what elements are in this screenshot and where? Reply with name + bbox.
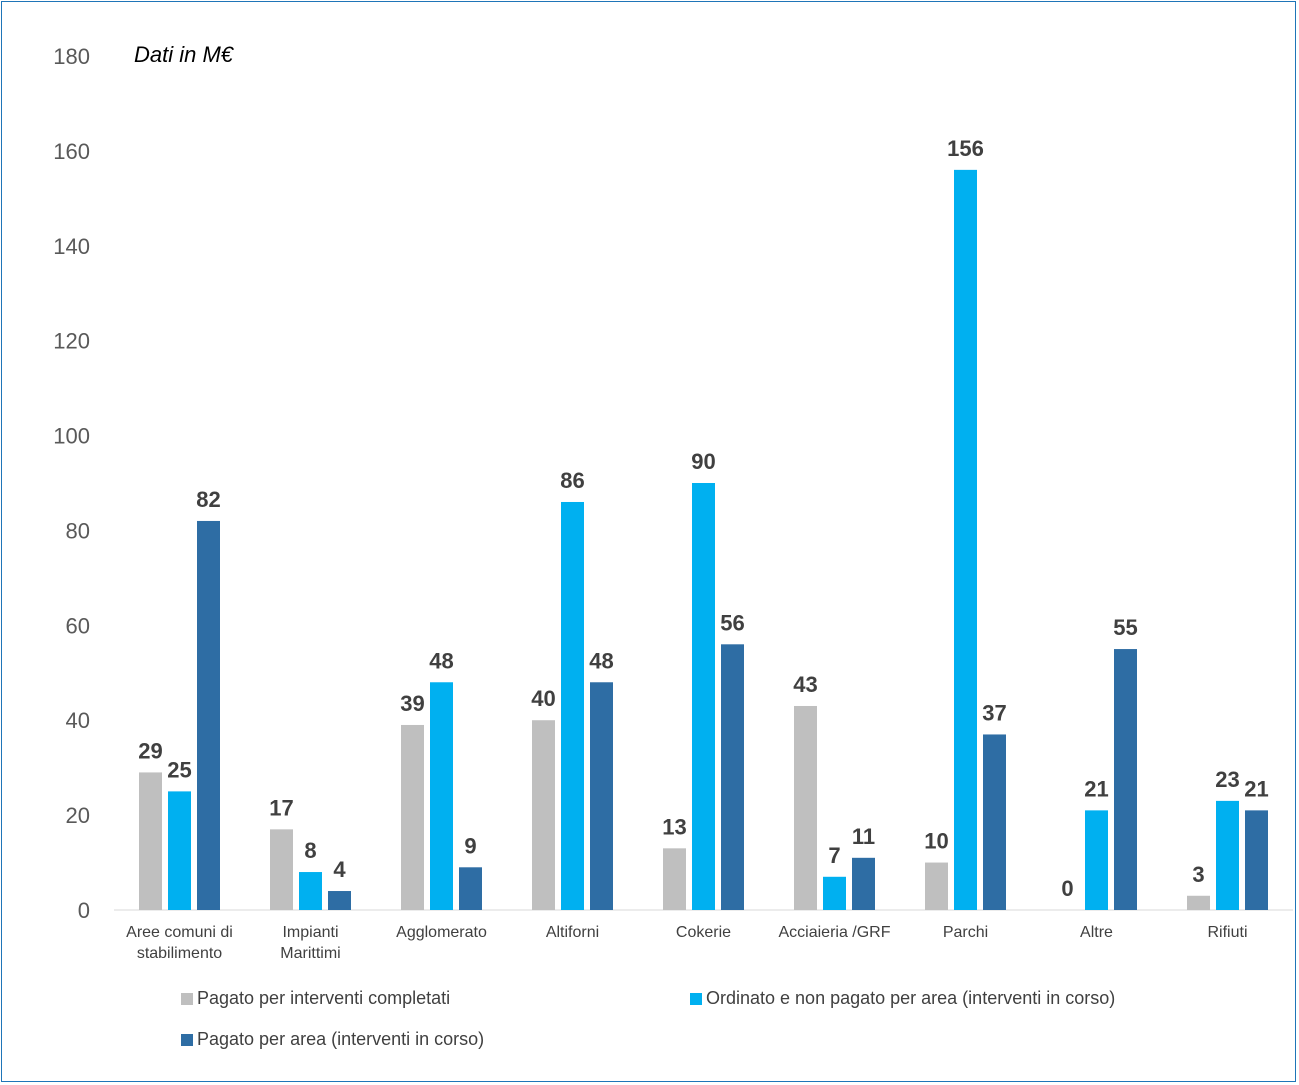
data-label: 21: [1084, 776, 1108, 801]
category-label: Cokerie: [676, 924, 731, 941]
data-label: 25: [167, 757, 191, 782]
data-label: 11: [852, 824, 875, 849]
data-label: 48: [589, 648, 613, 673]
category-label: Aree comuni di: [126, 924, 233, 941]
legend-label: Pagato per area (interventi in corso): [197, 1029, 485, 1049]
data-label: 7: [828, 843, 840, 868]
bar: [823, 876, 846, 910]
data-label: 86: [560, 468, 584, 493]
data-label: 9: [464, 833, 476, 858]
data-label: 29: [138, 738, 162, 763]
data-label: 3: [1192, 862, 1204, 887]
bar: [401, 724, 424, 910]
bar: [1187, 895, 1210, 910]
bar: [532, 720, 555, 910]
data-label: 37: [982, 700, 1006, 725]
category-label: Rifiuti: [1207, 924, 1247, 941]
legend-item-paid-area: Pagato per area (interventi in corso): [181, 1029, 484, 1050]
legend-swatch-navy: [181, 1033, 193, 1046]
data-label: 82: [196, 487, 220, 512]
category-label: stabilimento: [137, 945, 222, 962]
bar: [1085, 810, 1108, 910]
category-label: Parchi: [943, 924, 988, 941]
bars-group: [139, 169, 1268, 910]
category-label: Altre: [1080, 924, 1113, 941]
bar: [328, 891, 351, 910]
bar: [663, 848, 686, 910]
legend-item-ordered: Ordinato e non pagato per area (interven…: [690, 988, 1115, 1009]
bar: [168, 791, 191, 910]
bar: [721, 644, 744, 910]
data-label: 17: [269, 795, 293, 820]
legend-item-completed: Pagato per interventi completati: [181, 988, 450, 1009]
bar: [852, 857, 875, 910]
y-tick-label: 20: [66, 803, 90, 828]
category-label: Impianti: [282, 924, 338, 941]
bar: [561, 501, 584, 910]
bar: [954, 169, 977, 910]
y-axis-ticks: 0 20 40 60 80 100 120 140 160 180: [53, 44, 90, 923]
bar: [139, 772, 162, 910]
category-label: Agglomerato: [396, 924, 487, 941]
bar: [299, 872, 322, 910]
y-tick-label: 0: [78, 898, 90, 923]
bar: [692, 483, 715, 910]
bar: [1245, 810, 1268, 910]
y-tick-label: 80: [66, 518, 90, 543]
y-tick-label: 180: [53, 44, 90, 69]
bar: [270, 829, 293, 910]
data-label: 39: [400, 691, 424, 716]
bar: [983, 734, 1006, 910]
data-label: 48: [429, 648, 453, 673]
bar: [1216, 800, 1239, 910]
data-label: 8: [304, 838, 316, 863]
y-tick-label: 160: [53, 139, 90, 164]
data-label: 43: [793, 672, 817, 697]
data-label: 0: [1061, 876, 1073, 901]
y-tick-label: 40: [66, 708, 90, 733]
data-label: 40: [531, 686, 555, 711]
legend-swatch-cyan: [690, 992, 702, 1005]
category-label: Acciaieria /GRF: [778, 924, 890, 941]
y-tick-label: 100: [53, 424, 90, 449]
data-label: 21: [1244, 776, 1268, 801]
legend-label: Ordinato e non pagato per area (interven…: [706, 988, 1116, 1008]
legend-swatch-grey: [181, 992, 193, 1005]
data-label: 56: [720, 610, 744, 635]
category-label: Marittimi: [280, 945, 340, 962]
legend-label: Pagato per interventi completati: [197, 988, 451, 1008]
y-tick-label: 120: [53, 329, 90, 354]
data-label: 55: [1113, 615, 1137, 640]
data-label: 90: [691, 449, 715, 474]
unit-label: Dati in M€: [134, 42, 235, 67]
bar: [459, 867, 482, 910]
data-label: 13: [662, 814, 686, 839]
bar: [590, 682, 613, 910]
bar: [1114, 649, 1137, 910]
data-label: 23: [1215, 767, 1239, 792]
y-tick-label: 60: [66, 613, 90, 638]
bar: [197, 520, 220, 910]
data-label: 156: [947, 136, 984, 161]
y-tick-label: 140: [53, 234, 90, 259]
data-label: 10: [924, 829, 948, 854]
bar: [794, 705, 817, 910]
bar: [925, 862, 948, 910]
data-label: 4: [333, 857, 346, 882]
category-label: Altiforni: [546, 924, 599, 941]
bar: [430, 682, 453, 910]
category-labels-group: Aree comuni di stabilimento Impianti Maritt…: [126, 924, 1247, 962]
